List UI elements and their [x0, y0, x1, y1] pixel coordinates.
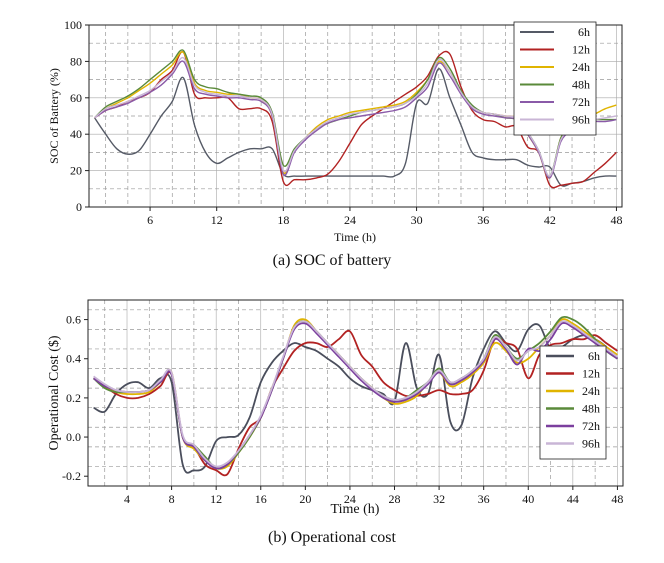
x-tick-label: 30	[411, 213, 423, 227]
legend-label-48h: 48h	[582, 402, 600, 416]
soc-y-axis-label: SOC of Battery (%)	[47, 68, 61, 164]
y-tick-label: 100	[64, 18, 82, 32]
cost-series-lines	[92, 315, 619, 477]
soc-caption: (a) SOC of battery	[273, 252, 392, 269]
x-tick-label: 32	[433, 492, 445, 506]
y-tick-label: 20	[70, 164, 82, 178]
cost-legend: 6h 12h 24h 48h 72h 96h	[539, 345, 607, 460]
x-tick-label: 36	[477, 213, 489, 227]
legend-box	[513, 21, 597, 136]
legend-label-96h: 96h	[572, 113, 590, 127]
x-tick-label: 6	[147, 213, 153, 227]
legend-label-72h: 72h	[582, 419, 600, 433]
x-tick-label: 48	[611, 492, 623, 506]
cost-x-tick-labels: 4 8 12 16 20 24 28 32 36 40 44 48	[124, 486, 623, 506]
legend-label-6h: 6h	[588, 349, 600, 363]
soc-x-axis-label: Time (h)	[334, 230, 376, 244]
x-tick-label: 44	[567, 492, 579, 506]
x-tick-label: 4	[124, 492, 130, 506]
soc-chart: 6 12 18 24 30 36 42 48 0 20 40 60 80 100 Time (h) SO…	[47, 18, 623, 269]
legend-label-12h: 12h	[572, 43, 590, 57]
y-tick-label: -0.2	[62, 469, 81, 483]
cost-caption: (b) Operational cost	[268, 529, 397, 546]
x-tick-label: 18	[277, 213, 289, 227]
x-tick-label: 28	[389, 492, 401, 506]
x-tick-label: 12	[210, 492, 222, 506]
cost-y-tick-labels: -0.2 0.0 0.2 0.4 0.6	[62, 313, 88, 483]
series-line-6h	[93, 323, 619, 474]
soc-series-lines	[94, 49, 617, 189]
x-tick-label: 40	[522, 492, 534, 506]
x-tick-label: 24	[344, 492, 356, 506]
y-tick-label: 0	[76, 200, 82, 214]
y-tick-label: 0.0	[66, 430, 81, 444]
x-tick-label: 12	[211, 213, 223, 227]
cost-chart: 4 8 12 16 20 24 28 32 36 40 44 48 -0.20.00.20.40.6 …	[47, 299, 624, 546]
legend-label-6h: 6h	[578, 25, 590, 39]
series-line-12h	[93, 329, 618, 477]
x-tick-label: 8	[169, 492, 175, 506]
y-tick-label: 0.2	[66, 391, 81, 405]
x-tick-label: 16	[255, 492, 267, 506]
cost-x-axis-label: Time (h)	[331, 502, 380, 517]
soc-plot-frame	[88, 24, 623, 208]
y-tick-label: 40	[70, 127, 82, 141]
y-tick-label: 60	[70, 91, 82, 105]
y-tick-label: 0.4	[66, 352, 81, 366]
legend-label-48h: 48h	[572, 78, 590, 92]
legend-label-12h: 12h	[582, 367, 600, 381]
x-tick-label: 24	[344, 213, 356, 227]
series-line-72h	[94, 60, 617, 179]
legend-box	[539, 345, 607, 460]
legend-label-96h: 96h	[582, 437, 600, 451]
x-tick-label: 36	[478, 492, 490, 506]
soc-y-tick-labels: 0 20 40 60 80 100	[64, 18, 89, 214]
legend-label-72h: 72h	[572, 95, 590, 109]
cost-y-axis-label: Operational Cost ($)	[47, 335, 62, 450]
series-line-6h	[94, 67, 617, 187]
x-tick-label: 20	[299, 492, 311, 506]
y-tick-label: 0.6	[66, 313, 81, 327]
y-tick-label: 80	[70, 54, 82, 68]
legend-label-24h: 24h	[572, 60, 590, 74]
legend-label-24h: 24h	[582, 384, 600, 398]
soc-legend: 6h 12h 24h 48h 72h 96h	[513, 21, 597, 136]
cost-plot-frame	[87, 299, 624, 487]
soc-x-tick-labels: 6 12 18 24 30 36 42 48	[147, 207, 622, 227]
series-line-96h	[93, 320, 618, 468]
x-tick-label: 42	[544, 213, 556, 227]
x-tick-label: 48	[610, 213, 622, 227]
